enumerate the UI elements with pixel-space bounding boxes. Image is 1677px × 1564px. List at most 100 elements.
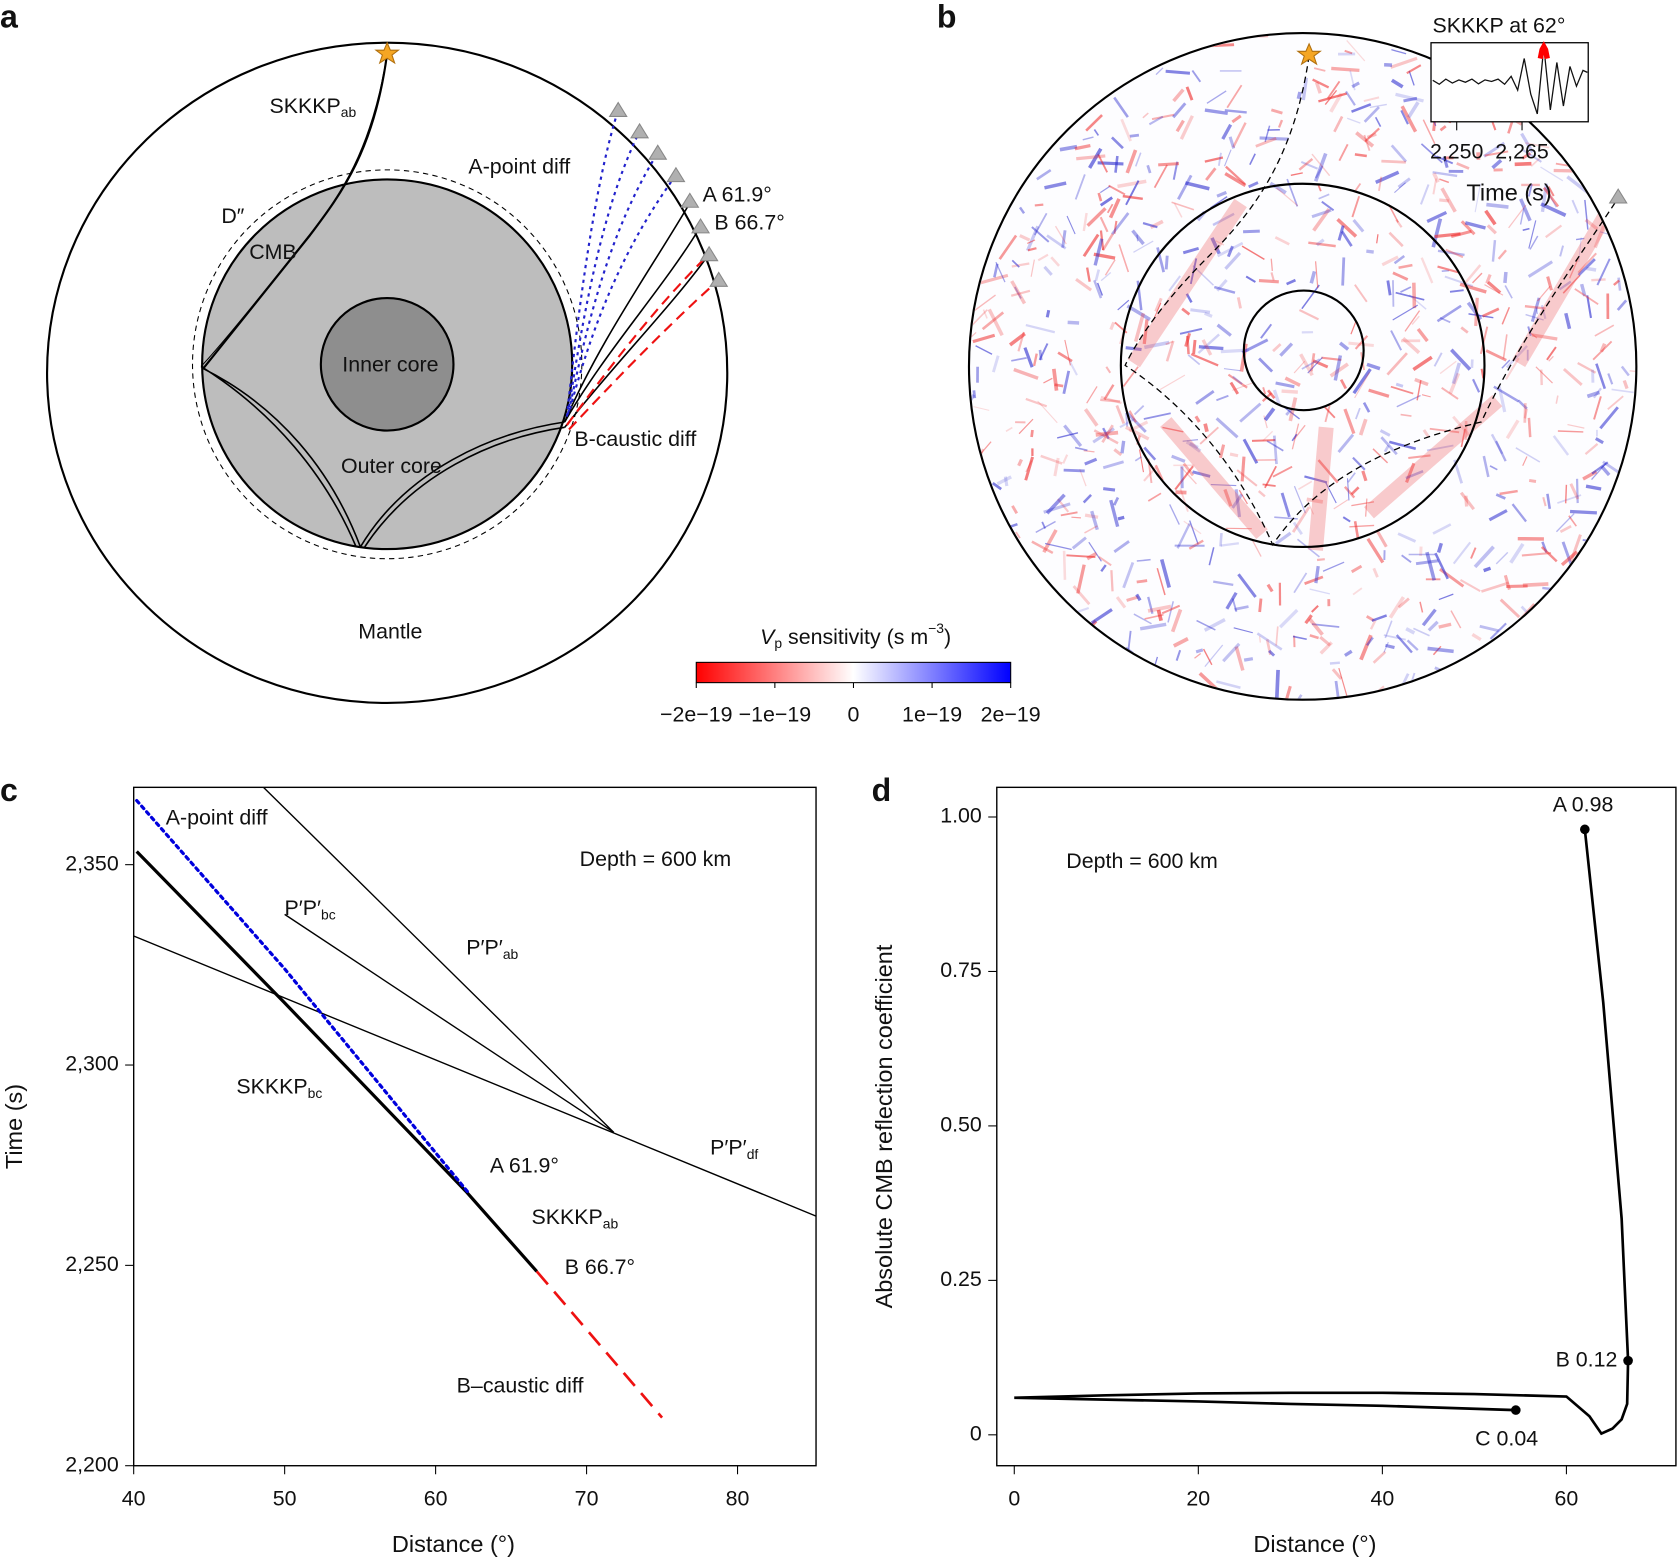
kernel-streak: [1486, 224, 1497, 235]
kernel-streak: [1591, 278, 1606, 282]
kernel-streak: [1521, 148, 1542, 163]
kernel-streak: [1504, 285, 1513, 299]
kernel-streak: [1035, 520, 1056, 534]
kernel-streak: [1329, 362, 1349, 378]
kernel-streak: [1229, 381, 1240, 395]
annotation-text: SKKKP: [532, 1205, 603, 1229]
kernel-streak: [1521, 152, 1532, 160]
kernel-streak: [1366, 636, 1374, 647]
kernel-streak: [1018, 418, 1034, 435]
kernel-streak: [1503, 574, 1511, 590]
kernel-streak: [1397, 177, 1411, 189]
kernel-streak: [1223, 149, 1232, 167]
kernel-streak: [1336, 218, 1358, 238]
kernel-streak: [1008, 332, 1026, 347]
kernel-streak: [1329, 661, 1340, 665]
ray-mantle-down: [202, 53, 389, 370]
kernel-streak: [1489, 622, 1507, 640]
kernel-streak: [1312, 78, 1330, 89]
kernel-streak: [1629, 370, 1636, 373]
kernel-streak: [1375, 529, 1388, 548]
kernel-streak: [1272, 435, 1278, 465]
kernel-streak: [1314, 81, 1322, 94]
kernel-streak: [1155, 67, 1164, 76]
kernel-streak: [1354, 182, 1362, 192]
kernel-streak: [1085, 267, 1091, 282]
kernel-streak: [1262, 483, 1276, 487]
kernel-streak: [1403, 96, 1418, 103]
annotation-text: B-caustic diff: [574, 427, 696, 451]
kernel-streak: [1368, 388, 1390, 398]
kernel-streak: [1472, 378, 1481, 393]
kernel-streak: [1064, 339, 1071, 366]
annotation-text: A 61.9°: [490, 1153, 559, 1177]
kernel-streak: [1351, 81, 1360, 89]
kernel-streak: [1311, 605, 1319, 613]
kernel-streak: [1311, 208, 1332, 219]
kernel-streak: [1351, 195, 1361, 218]
kernel-streak: [1256, 632, 1283, 651]
kernel-streak: [1318, 92, 1348, 103]
kernel-streak: [1159, 558, 1171, 588]
kernel-streak: [1464, 221, 1486, 230]
kernel-streak: [1074, 446, 1088, 452]
kernel-streak: [1319, 635, 1332, 647]
diagram-label: B-caustic diff: [574, 427, 696, 451]
kernel-streak: [1372, 567, 1379, 578]
kernel-streak: [1129, 133, 1140, 138]
x-tick-label: 80: [726, 1487, 750, 1511]
kernel-streak: [1175, 119, 1185, 133]
kernel-streak: [1420, 184, 1430, 205]
annotation-text: D″: [221, 204, 244, 228]
kernel-streak: [1345, 90, 1356, 106]
kernel-streak: [1390, 330, 1403, 351]
kernel-streak: [1530, 297, 1541, 323]
kernel-streak: [1088, 147, 1103, 169]
kernel-streak: [1419, 601, 1424, 613]
kernel-streak: [1269, 181, 1287, 195]
kernel-streak: [1093, 279, 1103, 299]
kernel-streak: [1100, 398, 1121, 403]
kernel-streak: [1452, 415, 1473, 439]
kernel-streak: [1117, 299, 1130, 311]
kernel-streak: [1223, 368, 1241, 372]
kernel-streak: [1063, 424, 1083, 448]
kernel-streak: [1074, 174, 1086, 200]
kernel-streak: [1321, 200, 1335, 212]
kernel-streak: [1210, 196, 1228, 209]
kernel-streak: [1097, 153, 1108, 173]
kernel-streak: [1062, 550, 1067, 580]
kernel-streak: [1264, 125, 1271, 143]
kernel-streak: [1056, 432, 1079, 439]
kernel-streak: [1506, 584, 1528, 589]
annotation-text: CMB: [249, 240, 296, 264]
kernel-streak: [1406, 64, 1422, 75]
kernel-streak: [1179, 327, 1203, 335]
kernel-streak: [1170, 608, 1183, 633]
kernel-streak: [1097, 192, 1103, 202]
kernel-streak: [1311, 153, 1331, 177]
kernel-streak: [1450, 610, 1462, 629]
kernel-streak: [1090, 510, 1099, 531]
kernel-streak: [1272, 465, 1293, 478]
kernel-streak: [1241, 245, 1265, 260]
kernel-streak: [998, 234, 1018, 260]
kernel-streak: [1052, 368, 1059, 391]
kernel-streak: [1343, 408, 1356, 435]
kernel-streak: [1411, 315, 1420, 325]
kernel-streak: [1172, 102, 1187, 119]
kernel-streak: [1312, 208, 1331, 232]
kernel-streak: [1450, 229, 1472, 239]
kernel-streak: [1066, 554, 1096, 559]
station: [691, 217, 711, 234]
panel-b-diagram: [967, 32, 1638, 701]
kernel-streak: [1553, 168, 1582, 173]
kernel-streak: [1584, 443, 1599, 455]
kernel-streak: [1224, 251, 1242, 270]
kernel-streak: [1489, 465, 1498, 471]
kernel-streak: [1106, 203, 1114, 214]
kernel-streak: [1530, 332, 1538, 339]
sensitivity-kernel: [970, 34, 1636, 699]
station: [1608, 188, 1628, 204]
colorbar-title: Vp sensitivity (s m−3): [760, 620, 951, 651]
